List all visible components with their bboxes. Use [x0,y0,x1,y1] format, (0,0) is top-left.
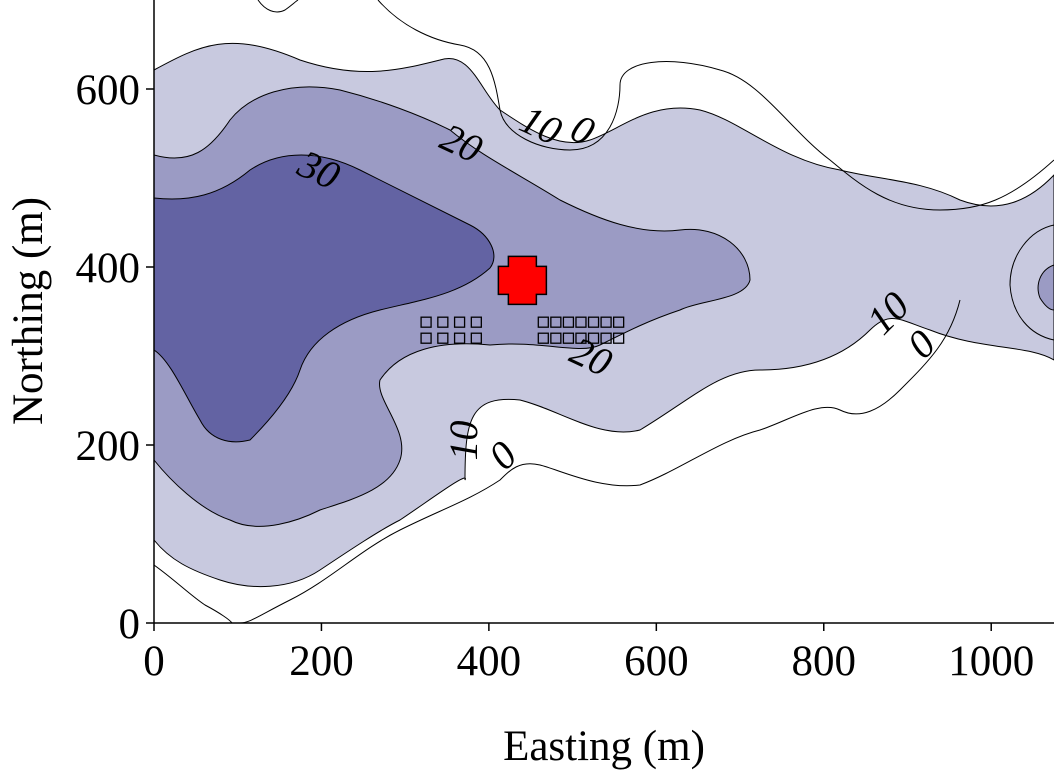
receptor-square [562,316,575,328]
y-tick-label: 0 [119,601,141,648]
receptor-square [470,316,482,328]
x-tick-label: 600 [624,638,689,685]
receptor-square [537,316,549,328]
receptor-square [600,316,612,328]
receptor-square [420,316,432,328]
x-tick-label: 0 [143,638,165,685]
x-tick-label: 800 [792,638,857,685]
x-tick-label: 200 [289,638,354,685]
receptor-square [537,332,549,344]
receptor-square [437,332,449,344]
receptor-square [437,316,449,328]
y-tick-label: 600 [76,67,141,114]
receptor-square [453,316,466,328]
contour-fill-20-right [1037,264,1054,311]
receptor-grid [420,316,625,344]
zero-contour-upper [257,0,299,13]
receptor-square [550,332,562,344]
axes: 0 200 400 600 800 1000 0 200 400 600 [76,0,1054,685]
x-tick-label: 1000 [948,638,1034,685]
receptor-square [575,332,587,344]
receptor-square [470,332,482,344]
contour-label: 0 [480,432,526,478]
contour-fill-10-right [1009,224,1054,341]
x-ticks: 0 200 400 600 800 1000 [143,623,1034,685]
y-axis-title: Northing (m) [5,197,52,425]
receptor-square [613,332,625,344]
y-ticks: 0 200 400 600 [76,67,154,648]
receptor-square [420,332,432,344]
receptor-square [587,316,600,328]
receptor-square [587,332,600,344]
contour-fill-30 [154,154,495,443]
receptor-square [613,316,625,328]
source-marker [497,255,548,306]
zero-contour-main [377,0,1054,211]
source-marker-shape [497,255,548,306]
zero-contour-lower-right [239,299,961,623]
contour-label: 10 [441,421,486,461]
contour-fills [154,42,1054,587]
receptor-square [453,332,466,344]
zero-contour-lines [154,0,1054,623]
zero-contour-bottom-left [154,564,233,623]
y-tick-label: 200 [76,423,141,470]
x-tick-label: 400 [457,638,522,685]
receptor-square [562,332,575,344]
receptor-square [550,316,562,328]
receptor-square [575,316,587,328]
receptor-square [600,332,612,344]
x-axis-title: Easting (m) [503,723,705,770]
y-tick-label: 400 [76,245,141,292]
